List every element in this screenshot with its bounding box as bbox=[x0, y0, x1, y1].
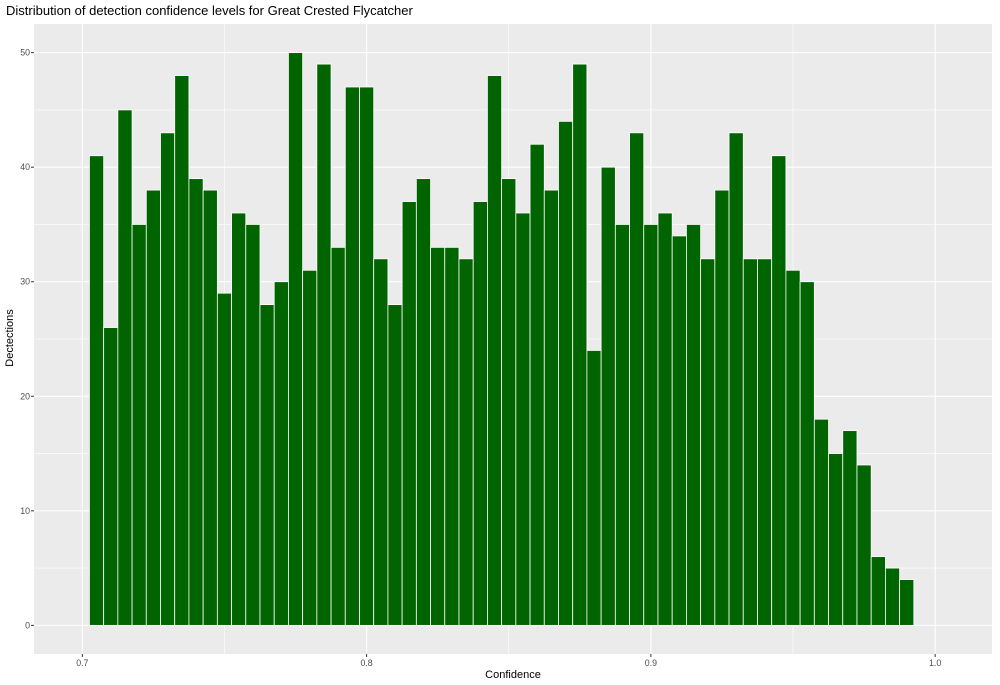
histogram-bar bbox=[401, 201, 417, 626]
x-tick-label: 0.8 bbox=[360, 658, 372, 668]
histogram-bar bbox=[501, 178, 517, 626]
histogram-bar bbox=[245, 224, 261, 626]
histogram-bar bbox=[259, 304, 275, 626]
histogram-bar bbox=[216, 292, 232, 626]
histogram-bar bbox=[757, 258, 773, 626]
histogram-bar bbox=[415, 178, 431, 626]
histogram-bar bbox=[430, 246, 446, 626]
histogram-bar bbox=[828, 453, 844, 626]
y-tick-label: 0 bbox=[25, 620, 30, 630]
histogram-bar bbox=[856, 464, 872, 626]
histogram-bar bbox=[543, 189, 559, 626]
histogram-bar bbox=[103, 327, 119, 626]
histogram-bar bbox=[629, 132, 645, 626]
histogram-bar bbox=[89, 155, 105, 626]
histogram-bar bbox=[188, 178, 204, 626]
y-tick-label: 50 bbox=[20, 48, 30, 58]
histogram-bar bbox=[643, 224, 659, 626]
histogram-bar bbox=[344, 86, 360, 626]
histogram-bar bbox=[444, 246, 460, 626]
histogram-bar bbox=[330, 246, 346, 626]
x-tick-label: 0.9 bbox=[645, 658, 657, 668]
y-tick-label: 10 bbox=[20, 506, 30, 516]
histogram-bar bbox=[160, 132, 176, 626]
histogram-bar bbox=[558, 120, 574, 626]
histogram-bar bbox=[700, 258, 716, 626]
histogram-bar bbox=[813, 418, 829, 626]
histogram-bar bbox=[117, 109, 133, 626]
histogram-bar bbox=[614, 224, 630, 626]
histogram-bar bbox=[359, 86, 375, 626]
histogram-bar bbox=[742, 258, 758, 626]
histogram-bar bbox=[273, 281, 289, 626]
y-tick-label: 30 bbox=[20, 277, 30, 287]
histogram-bar bbox=[771, 155, 787, 626]
histogram-bar bbox=[458, 258, 474, 626]
histogram-bar bbox=[728, 132, 744, 626]
histogram-bar bbox=[785, 269, 801, 626]
histogram-bar bbox=[387, 304, 403, 626]
histogram-bar bbox=[899, 579, 915, 626]
histogram-bar bbox=[231, 212, 247, 626]
histogram-bar bbox=[373, 258, 389, 626]
histogram-bar bbox=[202, 189, 218, 626]
y-tick-label: 20 bbox=[20, 391, 30, 401]
histogram-bar bbox=[529, 143, 545, 626]
chart-title: Distribution of detection confidence lev… bbox=[6, 3, 413, 18]
histogram-bar bbox=[842, 430, 858, 626]
histogram-bar bbox=[671, 235, 687, 626]
histogram-bar bbox=[586, 350, 602, 626]
histogram-bar bbox=[714, 189, 730, 626]
histogram-bar bbox=[657, 212, 673, 626]
y-axis-label: Dectections bbox=[4, 309, 16, 367]
histogram-bar bbox=[884, 567, 901, 626]
x-tick-label: 0.7 bbox=[76, 658, 88, 668]
histogram-bar bbox=[302, 269, 318, 626]
histogram-bar bbox=[870, 556, 886, 626]
x-axis: 0.7 0.8 0.9 1.0 bbox=[76, 654, 941, 668]
histogram-bar bbox=[799, 281, 815, 626]
x-tick-label: 1.0 bbox=[929, 658, 941, 668]
x-axis-label: Confidence bbox=[485, 669, 541, 681]
histogram-bar bbox=[572, 63, 588, 626]
histogram-bar bbox=[174, 75, 190, 626]
histogram-bar bbox=[145, 189, 161, 626]
histogram-bar bbox=[686, 224, 702, 626]
histogram-bar bbox=[316, 63, 332, 626]
y-tick-label: 40 bbox=[20, 162, 30, 172]
histogram-bar bbox=[600, 166, 616, 626]
y-axis: 0 10 20 30 40 50 bbox=[20, 48, 34, 630]
histogram-bar bbox=[288, 52, 304, 626]
histogram-bar bbox=[487, 75, 503, 626]
bars-group bbox=[89, 52, 915, 626]
histogram-bar bbox=[131, 224, 147, 626]
histogram-bar bbox=[472, 201, 488, 626]
histogram-bar bbox=[515, 212, 531, 626]
